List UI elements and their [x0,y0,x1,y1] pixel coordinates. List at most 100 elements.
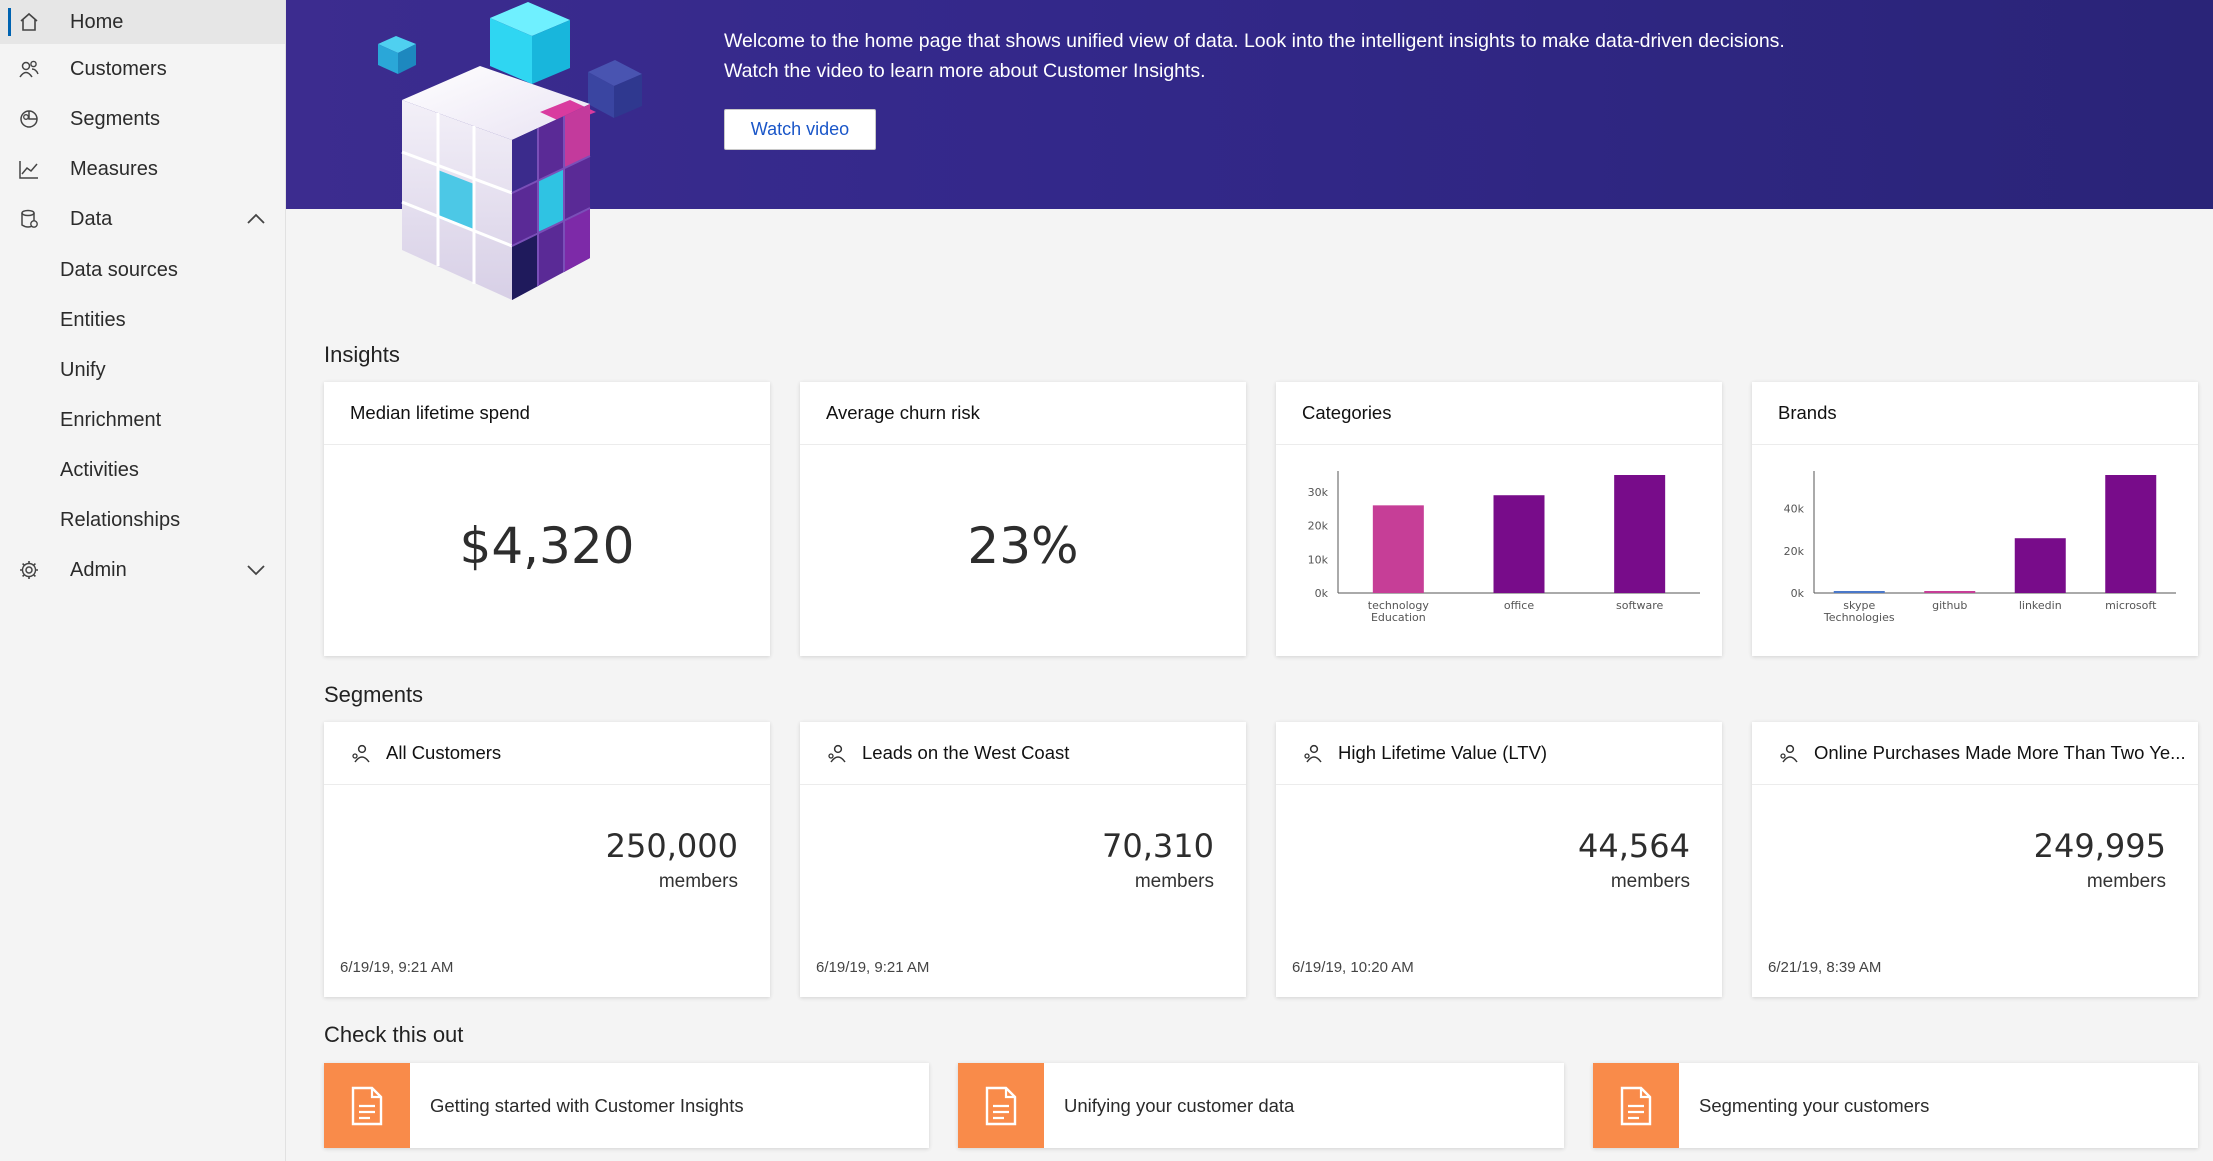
members-label: members [1134,871,1214,892]
members-label: members [2086,871,2166,892]
y-tick-label: 20k [1784,545,1805,558]
sidebar-item-label: Admin [70,558,127,581]
segment-icon [1780,744,1798,763]
segment-timestamp: 6/21/19, 8:39 AM [1768,959,1882,976]
segment-card-header: Online Purchases Made More Than Two Ye..… [1752,722,2198,785]
x-tick-label: microsoft [2105,599,2157,612]
home-icon [20,12,38,31]
card-title: Median lifetime spend [324,382,770,445]
x-tick-label: linkedin [2019,599,2062,612]
sidebar-nav: Home Customers Segments Measures Data Da… [0,0,286,1161]
getting-started-link[interactable]: Getting started with Customer Insights [324,1063,929,1148]
bar[interactable] [2105,475,2157,593]
sidebar-item-label: Measures [70,157,158,180]
watch-video-button[interactable]: Watch video [724,109,876,150]
chevron-down-icon[interactable] [245,560,267,580]
x-tick-label: office [1504,599,1534,612]
sidebar-item-label: Segments [70,107,161,130]
bar[interactable] [1372,505,1424,593]
sidebar-item-relationships[interactable]: Relationships [0,498,285,542]
y-tick-label: 40k [1784,503,1805,516]
segment-name: All Customers [386,742,502,763]
sidebar-item-activities[interactable]: Activities [0,448,285,492]
check-this-out-title: Check this out [324,1022,464,1047]
segment-card[interactable]: Leads on the West Coast 70,310 members 6… [800,722,1246,997]
sidebar-item-admin[interactable]: Admin [0,548,285,592]
card-title: Categories [1276,382,1722,445]
median-lifetime-spend-value: $4,320 [459,517,635,575]
sidebar-item-label: Relationships [60,508,181,531]
segment-timestamp: 6/19/19, 10:20 AM [1292,959,1414,976]
segment-icon [828,744,846,763]
sidebar-item-label: Home [70,10,124,33]
median-lifetime-spend-card[interactable]: Median lifetime spend $4,320 [324,382,770,656]
segment-card[interactable]: Online Purchases Made More Than Two Ye..… [1752,722,2198,997]
segment-name: Online Purchases Made More Than Two Ye..… [1814,742,2186,763]
sidebar-item-label: Activities [60,458,139,481]
bar[interactable] [1833,591,1885,593]
bar[interactable] [1493,495,1545,593]
segments-title: Segments [324,682,424,707]
document-icon [1593,1063,1679,1148]
sidebar-item-unify[interactable]: Unify [0,348,285,392]
x-tick-label: software [1616,599,1663,612]
sidebar-item-data[interactable]: Data [0,197,285,241]
sidebar-item-measures[interactable]: Measures [0,147,285,191]
document-icon [958,1063,1044,1148]
x-tick-label: Technologies [1823,611,1895,624]
categories-chart-card[interactable]: Categories 0k 10k 20k 30k technology Educatio… [1276,382,1722,656]
segment-card[interactable]: High Lifetime Value (LTV) 44,564 members… [1276,722,1722,997]
banner-line-1: Welcome to the home page that shows unif… [724,30,1785,52]
sidebar-item-entities[interactable]: Entities [0,298,285,342]
segment-icon [1304,744,1322,763]
segment-icon [352,744,370,763]
brands-chart-card[interactable]: Brands 0k 20k 40k skype Technologies github li… [1752,382,2198,656]
sidebar-item-label: Customers [70,57,167,80]
bar[interactable] [2014,538,2066,593]
segment-card-header: High Lifetime Value (LTV) [1276,722,1722,785]
sidebar-item-label: Enrichment [60,408,162,431]
card-title: Average churn risk [800,382,1246,445]
y-tick-label: 0k [1791,587,1805,600]
y-tick-label: 20k [1308,520,1329,533]
x-tick-label: github [1932,599,1967,612]
banner-text: Welcome to the home page that shows unif… [724,26,2024,86]
document-icon [324,1063,410,1148]
bar[interactable] [1614,475,1666,593]
average-churn-risk-card[interactable]: Average churn risk 23% [800,382,1246,656]
gear-icon [20,561,38,579]
sidebar-item-label: Unify [60,358,106,381]
segment-name: High Lifetime Value (LTV) [1338,742,1548,763]
segment-timestamp: 6/19/19, 9:21 AM [816,959,930,976]
members-label: members [1610,871,1690,892]
segment-member-count: 70,310 [1102,827,1214,865]
sidebar-item-label: Entities [60,308,126,331]
chevron-up-icon[interactable] [245,209,267,229]
segments-icon [20,110,38,128]
sidebar-item-segments[interactable]: Segments [0,97,285,141]
sidebar-item-enrichment[interactable]: Enrichment [0,398,285,442]
x-tick-label: technology [1368,599,1430,612]
segment-card-header: Leads on the West Coast [800,722,1246,785]
sidebar-item-label: Data sources [60,258,178,281]
members-label: members [658,871,738,892]
y-tick-label: 0k [1315,587,1329,600]
sidebar-item-home[interactable]: Home [0,0,285,44]
segment-timestamp: 6/19/19, 9:21 AM [340,959,454,976]
customers-icon [19,60,39,78]
sidebar-item-customers[interactable]: Customers [0,47,285,91]
check-item-label: Unifying your customer data [1064,1094,1295,1116]
segmenting-customers-link[interactable]: Segmenting your customers [1593,1063,2198,1148]
segment-member-count: 44,564 [1578,827,1690,865]
segment-card-header: All Customers [324,722,770,785]
measures-icon [19,161,38,179]
segment-card[interactable]: All Customers 250,000 members 6/19/19, 9… [324,722,770,997]
check-item-label: Getting started with Customer Insights [430,1094,744,1116]
bar[interactable] [1924,591,1976,593]
segment-member-count: 250,000 [605,827,738,865]
sidebar-item-data-sources[interactable]: Data sources [0,248,285,292]
cube-illustration [378,2,642,300]
insights-title: Insights [324,342,400,367]
unifying-data-link[interactable]: Unifying your customer data [958,1063,1564,1148]
